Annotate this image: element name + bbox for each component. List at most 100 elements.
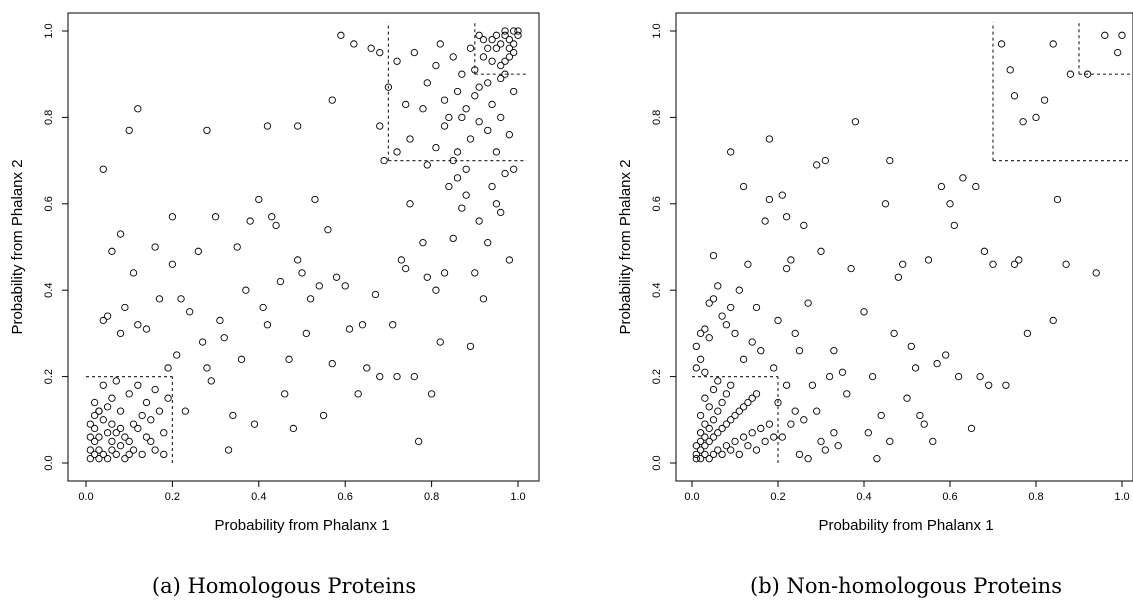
scatter-point [207,377,215,385]
scatter-point [246,217,254,225]
reference-lines [692,22,1131,463]
scatter-point [462,165,470,173]
scatter-point [268,213,276,221]
scatter-point [899,260,907,268]
scatter-point [272,221,280,230]
scatter-point [967,424,976,433]
scatter-point [125,126,133,135]
scatter-point [121,303,129,312]
scatter-point [709,450,718,459]
scatter-point [795,347,804,355]
scatter-point [1019,118,1027,126]
scatter-point [765,420,774,428]
scatter-point [735,450,743,459]
scatter-point [718,312,726,320]
plot-frame [67,12,540,482]
scatter-point [168,213,177,221]
scatter-point [134,424,142,433]
scatter-point [393,57,401,65]
scatter-point [298,269,306,277]
scatter-point [821,156,829,165]
scatter-point [709,295,718,303]
scatter-point [1040,96,1049,104]
plot-frame [675,12,1133,482]
scatter-point [341,282,349,290]
scatter-point [440,96,449,104]
scatter-point [134,321,142,329]
scatter-point [449,53,457,61]
scatter-point [972,182,980,191]
scatter-point [774,398,782,407]
scatter-point [462,105,470,113]
scatter-point [440,122,449,130]
scatter-point [211,213,220,221]
scatter-point [933,359,941,368]
scatter-point [514,27,522,35]
scatter-point [1062,260,1070,268]
scatter-point [121,433,129,441]
scatter-point [989,260,997,268]
scatter-point [1092,269,1100,277]
y-tick-label: 0.2 [43,369,55,384]
scatter-point [791,407,799,415]
scatter-point [86,455,94,463]
scatter-point [142,433,151,441]
scatter-point [739,403,748,411]
scatter-point [757,424,765,433]
scatter-point [306,295,315,303]
scatter-point [808,381,817,389]
scatter-point [419,105,427,113]
x-tick-label: 0.2 [770,491,785,503]
scatter-point [705,334,713,342]
scatter-point [90,437,99,446]
scatter-point [705,437,713,446]
scatter-point [778,191,786,199]
scatter-point [735,407,743,415]
scatter-point [376,48,384,57]
scatter-point [194,247,202,255]
scatter-point [410,48,418,57]
scatter-point [830,429,838,437]
scatter-point [432,286,440,294]
scatter-point [696,355,705,363]
scatter-point [423,79,431,87]
scatter-point [90,424,99,433]
scatter-point [160,450,168,459]
scatter-point [782,264,791,273]
scatter-point [916,411,924,420]
scatter-point [1049,40,1057,48]
scatter-point [86,420,94,428]
scatter-point [471,269,479,277]
scatter-point [95,455,103,463]
scatter-point [466,342,475,351]
scatter-point [985,381,993,389]
scatter-point [886,437,894,446]
scatter-point [492,148,501,156]
scatter-point [332,273,341,281]
scatter-point [125,437,133,446]
scatter-point [770,364,778,372]
scatter-point [714,446,722,454]
scatter-point [186,308,194,316]
scatter-point [237,355,246,363]
scatter-point [501,70,509,78]
scatter-point [484,239,492,247]
scatter-point [492,31,501,39]
scatter-point [731,329,739,338]
scatter-point [458,113,466,122]
scatter-point [479,35,488,44]
scatter-point [1083,70,1092,78]
scatter-point [997,40,1006,48]
scatter-point [147,416,155,424]
scatter-point [116,329,125,338]
scatter-point [937,182,946,191]
scatter-point [99,416,107,424]
scatter-point [384,83,393,91]
scatter-point [727,446,735,454]
scatter-point [103,429,112,437]
x-tick-label: 0.8 [424,491,439,503]
scatter-point [99,450,107,459]
scatter-point [488,100,496,109]
scatter-point [709,416,718,424]
scatter-point [90,398,99,407]
